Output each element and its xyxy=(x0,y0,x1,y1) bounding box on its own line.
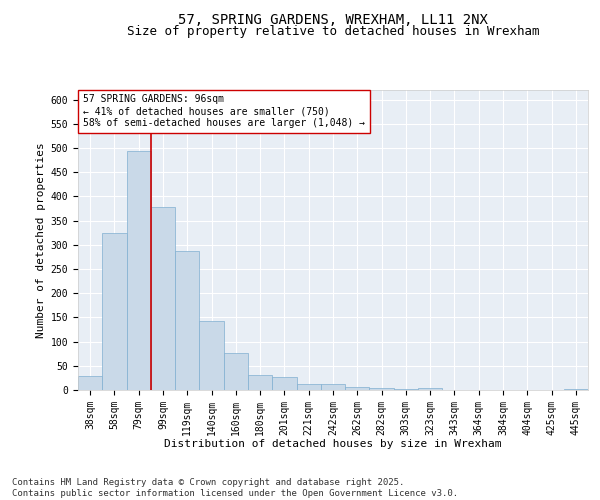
Bar xyxy=(394,389,418,390)
Bar xyxy=(418,388,442,390)
Bar xyxy=(321,384,345,390)
Bar xyxy=(175,250,199,390)
Bar xyxy=(224,352,248,390)
Bar xyxy=(127,152,151,390)
Text: 57 SPRING GARDENS: 96sqm
← 41% of detached houses are smaller (750)
58% of semi-: 57 SPRING GARDENS: 96sqm ← 41% of detach… xyxy=(83,94,365,128)
Y-axis label: Number of detached properties: Number of detached properties xyxy=(37,142,46,338)
Bar xyxy=(199,322,224,390)
Text: 57, SPRING GARDENS, WREXHAM, LL11 2NX: 57, SPRING GARDENS, WREXHAM, LL11 2NX xyxy=(178,12,488,26)
Bar xyxy=(345,387,370,390)
X-axis label: Distribution of detached houses by size in Wrexham: Distribution of detached houses by size … xyxy=(164,439,502,449)
Bar xyxy=(370,388,394,390)
Text: Contains HM Land Registry data © Crown copyright and database right 2025.
Contai: Contains HM Land Registry data © Crown c… xyxy=(12,478,458,498)
Bar xyxy=(102,232,127,390)
Text: Size of property relative to detached houses in Wrexham: Size of property relative to detached ho… xyxy=(127,25,539,38)
Bar xyxy=(248,376,272,390)
Bar xyxy=(564,388,588,390)
Bar xyxy=(296,384,321,390)
Bar xyxy=(78,376,102,390)
Bar xyxy=(272,378,296,390)
Bar xyxy=(151,207,175,390)
